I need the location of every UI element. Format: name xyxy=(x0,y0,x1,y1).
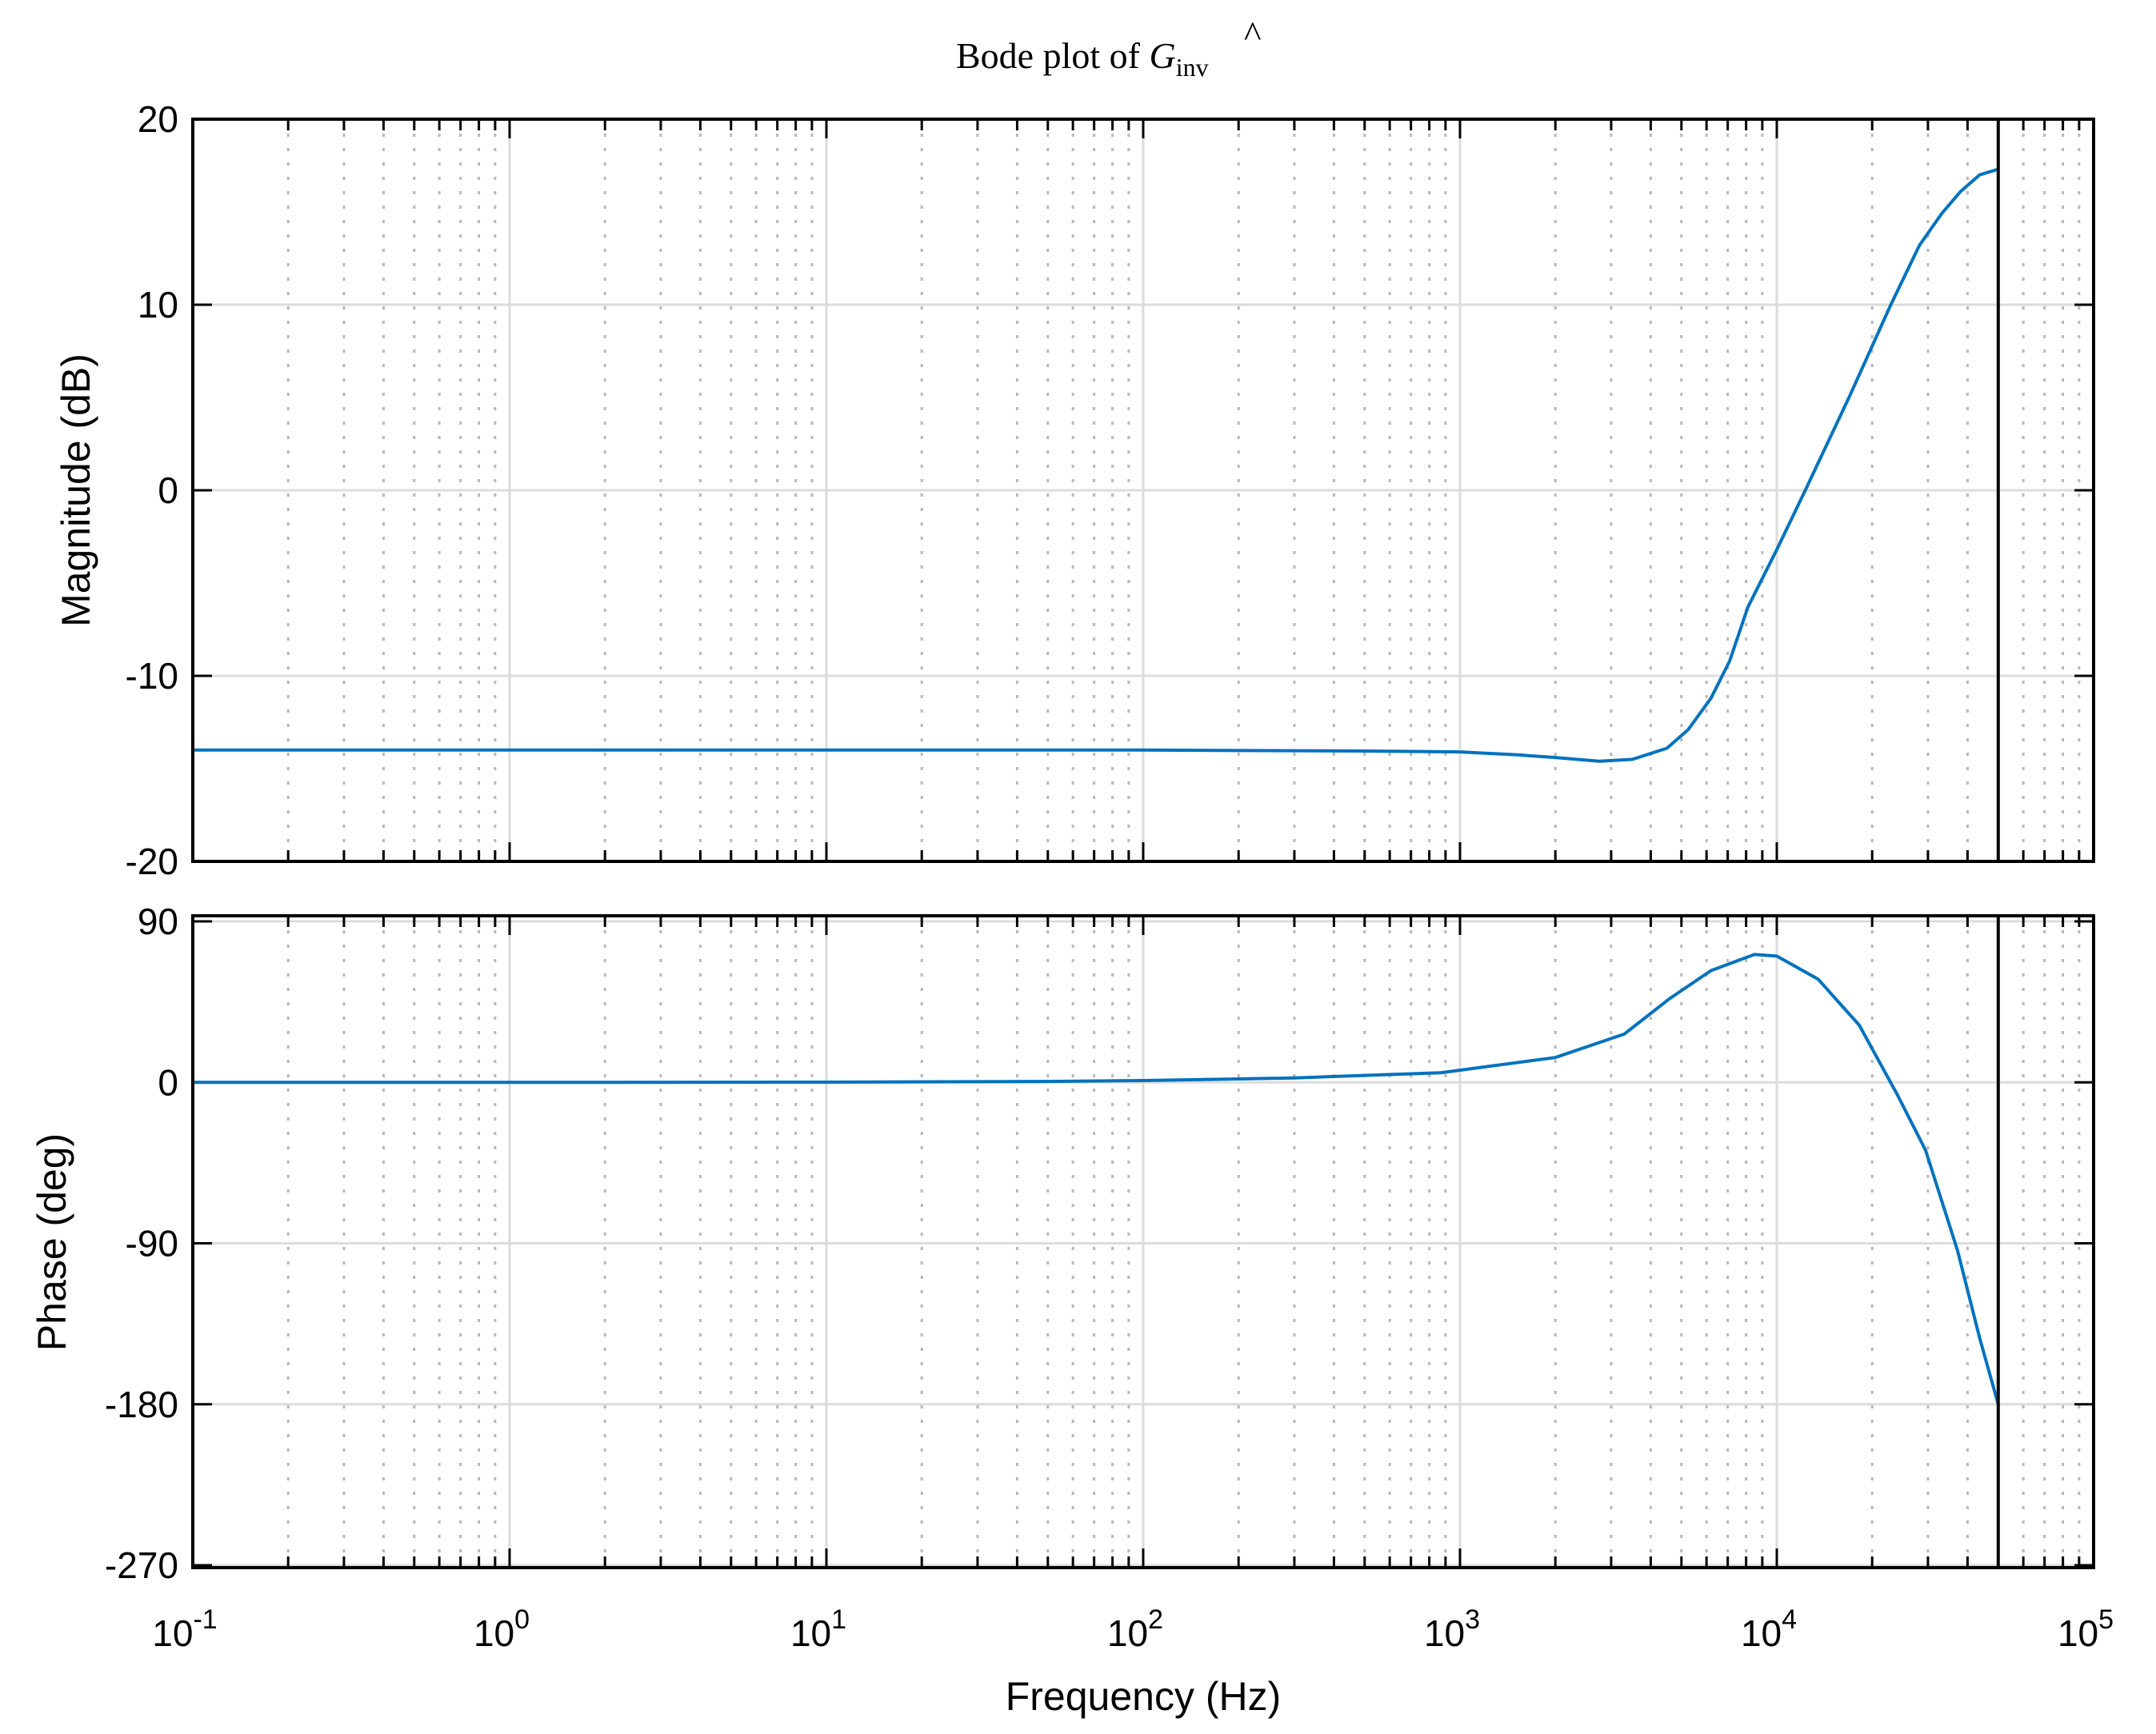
magnitude-y-axis-label: Magnitude (dB) xyxy=(54,354,98,627)
phase-plot: -270 -180 -90 0 90 Phase (deg) xyxy=(30,901,2095,1586)
x-axis-label: Frequency (Hz) xyxy=(1006,1674,1282,1719)
y-tick-label: -90 xyxy=(126,1223,178,1265)
x-tick-label: 100 xyxy=(474,1604,530,1654)
title-hat: ^ xyxy=(1244,14,1262,54)
y-tick-label: 0 xyxy=(158,1061,178,1103)
title-text: Bode plot of xyxy=(956,35,1149,76)
x-tick-label: 105 xyxy=(2058,1604,2114,1654)
y-tick-label: 0 xyxy=(158,469,178,511)
phase-ticks xyxy=(191,916,2095,1568)
phase-axes-box xyxy=(191,914,2095,1569)
y-tick-label: 10 xyxy=(138,284,178,326)
magnitude-curve xyxy=(193,167,1999,763)
svg-text:Bode plot of Ginv: Bode plot of Ginv xyxy=(956,35,1209,82)
chart-title: Bode plot of Ginv ^ xyxy=(956,14,1262,82)
x-tick-label: 102 xyxy=(1107,1604,1163,1654)
phase-y-axis-label: Phase (deg) xyxy=(30,1133,74,1351)
y-tick-label: -180 xyxy=(105,1384,178,1425)
magnitude-plot: -20 -10 0 10 20 Magnitude (dB) xyxy=(54,98,2095,882)
title-symbol: G xyxy=(1149,35,1175,76)
x-tick-label: 104 xyxy=(1741,1604,1797,1654)
x-tick-label: 101 xyxy=(790,1604,846,1654)
phase-curve xyxy=(193,953,2000,1405)
x-tick-labels: 10-1 100 101 102 103 104 105 xyxy=(152,1604,2114,1654)
x-tick-label: 10-1 xyxy=(152,1604,217,1654)
y-tick-label: 90 xyxy=(138,901,178,942)
title-subscript: inv xyxy=(1176,53,1209,82)
x-tick-label: 103 xyxy=(1424,1604,1480,1654)
magnitude-y-tick-labels: -20 -10 0 10 20 xyxy=(126,98,178,882)
y-tick-label: 20 xyxy=(138,98,178,140)
phase-y-tick-labels: -270 -180 -90 0 90 xyxy=(105,901,178,1586)
y-tick-label: -270 xyxy=(105,1544,178,1586)
magnitude-axes-box xyxy=(191,118,2095,863)
y-tick-label: -10 xyxy=(126,655,178,697)
y-tick-label: -20 xyxy=(126,841,178,882)
